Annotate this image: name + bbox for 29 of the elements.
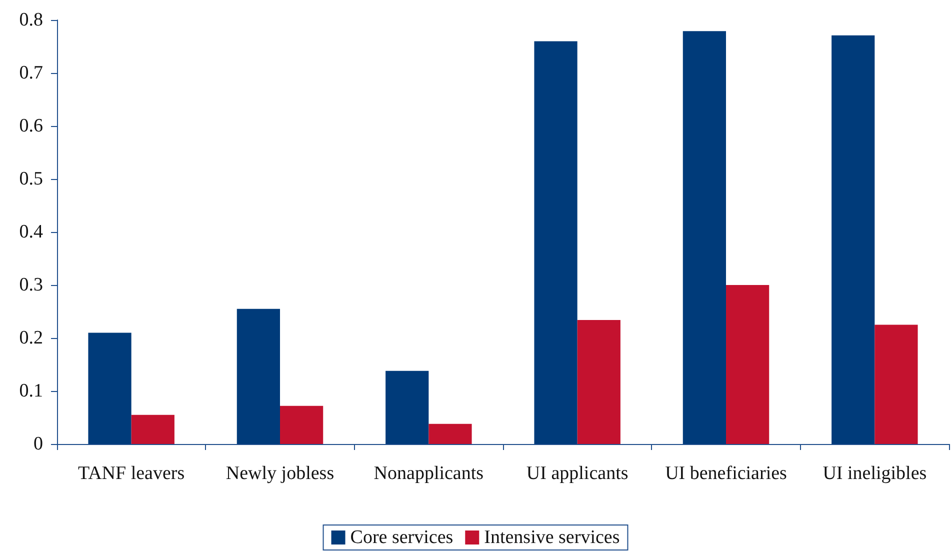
bar xyxy=(280,406,324,444)
legend-label: Core services xyxy=(350,527,454,548)
y-tick-label: 0.6 xyxy=(19,116,43,136)
bar xyxy=(874,324,918,444)
bar xyxy=(131,414,174,444)
bar xyxy=(88,332,132,444)
x-tick-label: Nonapplicants xyxy=(374,463,484,484)
bar xyxy=(428,424,472,444)
x-tick-label: UI applicants xyxy=(526,463,628,484)
legend-label: Intensive services xyxy=(484,527,620,548)
bar xyxy=(726,285,770,444)
x-tick-label: UI ineligibles xyxy=(822,463,927,484)
y-tick-label: 0 xyxy=(34,434,43,454)
y-tick-label: 0.8 xyxy=(19,10,43,30)
y-tick-label: 0.5 xyxy=(19,168,43,190)
bar xyxy=(386,370,429,444)
bar xyxy=(832,35,875,444)
y-tick-label: 0.1 xyxy=(19,380,43,402)
bar xyxy=(534,41,578,444)
bar xyxy=(682,31,726,444)
bar xyxy=(236,308,280,444)
x-tick-label: Newly jobless xyxy=(226,463,334,484)
x-tick-label: TANF leavers xyxy=(78,463,185,484)
x-tick-label: UI beneficiaries xyxy=(665,463,787,484)
y-tick-label: 0.4 xyxy=(19,222,44,242)
y-tick-label: 0.2 xyxy=(19,328,43,348)
y-tick-label: 0.3 xyxy=(19,274,43,296)
y-tick-label: 0.7 xyxy=(19,62,43,84)
bar xyxy=(577,320,620,444)
